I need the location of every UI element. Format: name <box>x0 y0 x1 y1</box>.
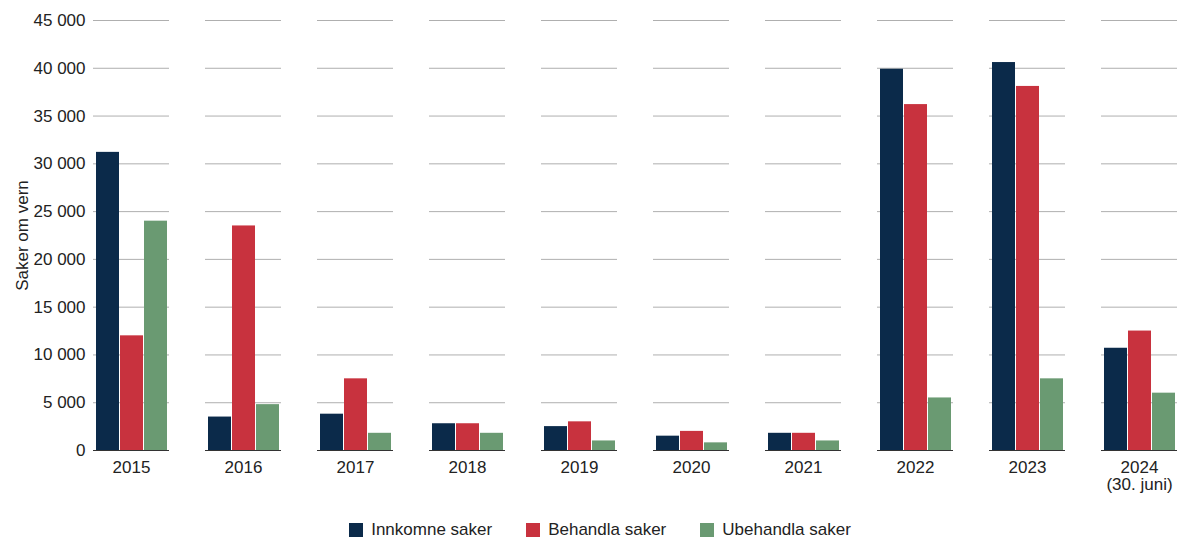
svg-text:35 000: 35 000 <box>34 106 86 125</box>
svg-text:30 000: 30 000 <box>34 154 86 173</box>
svg-text:2023: 2023 <box>1009 458 1047 477</box>
svg-text:40 000: 40 000 <box>34 59 86 78</box>
svg-text:0: 0 <box>76 441 85 460</box>
svg-text:45 000: 45 000 <box>34 11 86 30</box>
svg-text:15 000: 15 000 <box>34 298 86 317</box>
svg-text:10 000: 10 000 <box>34 345 86 364</box>
svg-text:20 000: 20 000 <box>34 250 86 269</box>
svg-text:5 000: 5 000 <box>43 393 86 412</box>
svg-text:2021: 2021 <box>785 458 823 477</box>
svg-text:Saker om vern: Saker om vern <box>13 180 32 291</box>
svg-text:2016: 2016 <box>225 458 263 477</box>
svg-text:2017: 2017 <box>337 458 375 477</box>
svg-text:2019: 2019 <box>561 458 599 477</box>
svg-text:2020: 2020 <box>673 458 711 477</box>
svg-text:2024(30. juni): 2024(30. juni) <box>1106 458 1172 494</box>
html-text:Innkomne saker: Innkomne saker <box>371 520 493 539</box>
svg-text:2015: 2015 <box>113 458 151 477</box>
html-text:Ubehandla saker: Ubehandla saker <box>722 520 851 539</box>
svg-text:2018: 2018 <box>449 458 487 477</box>
svg-text:25 000: 25 000 <box>34 202 86 221</box>
svg-text:2022: 2022 <box>897 458 935 477</box>
html-text:Behandla saker: Behandla saker <box>548 520 667 539</box>
